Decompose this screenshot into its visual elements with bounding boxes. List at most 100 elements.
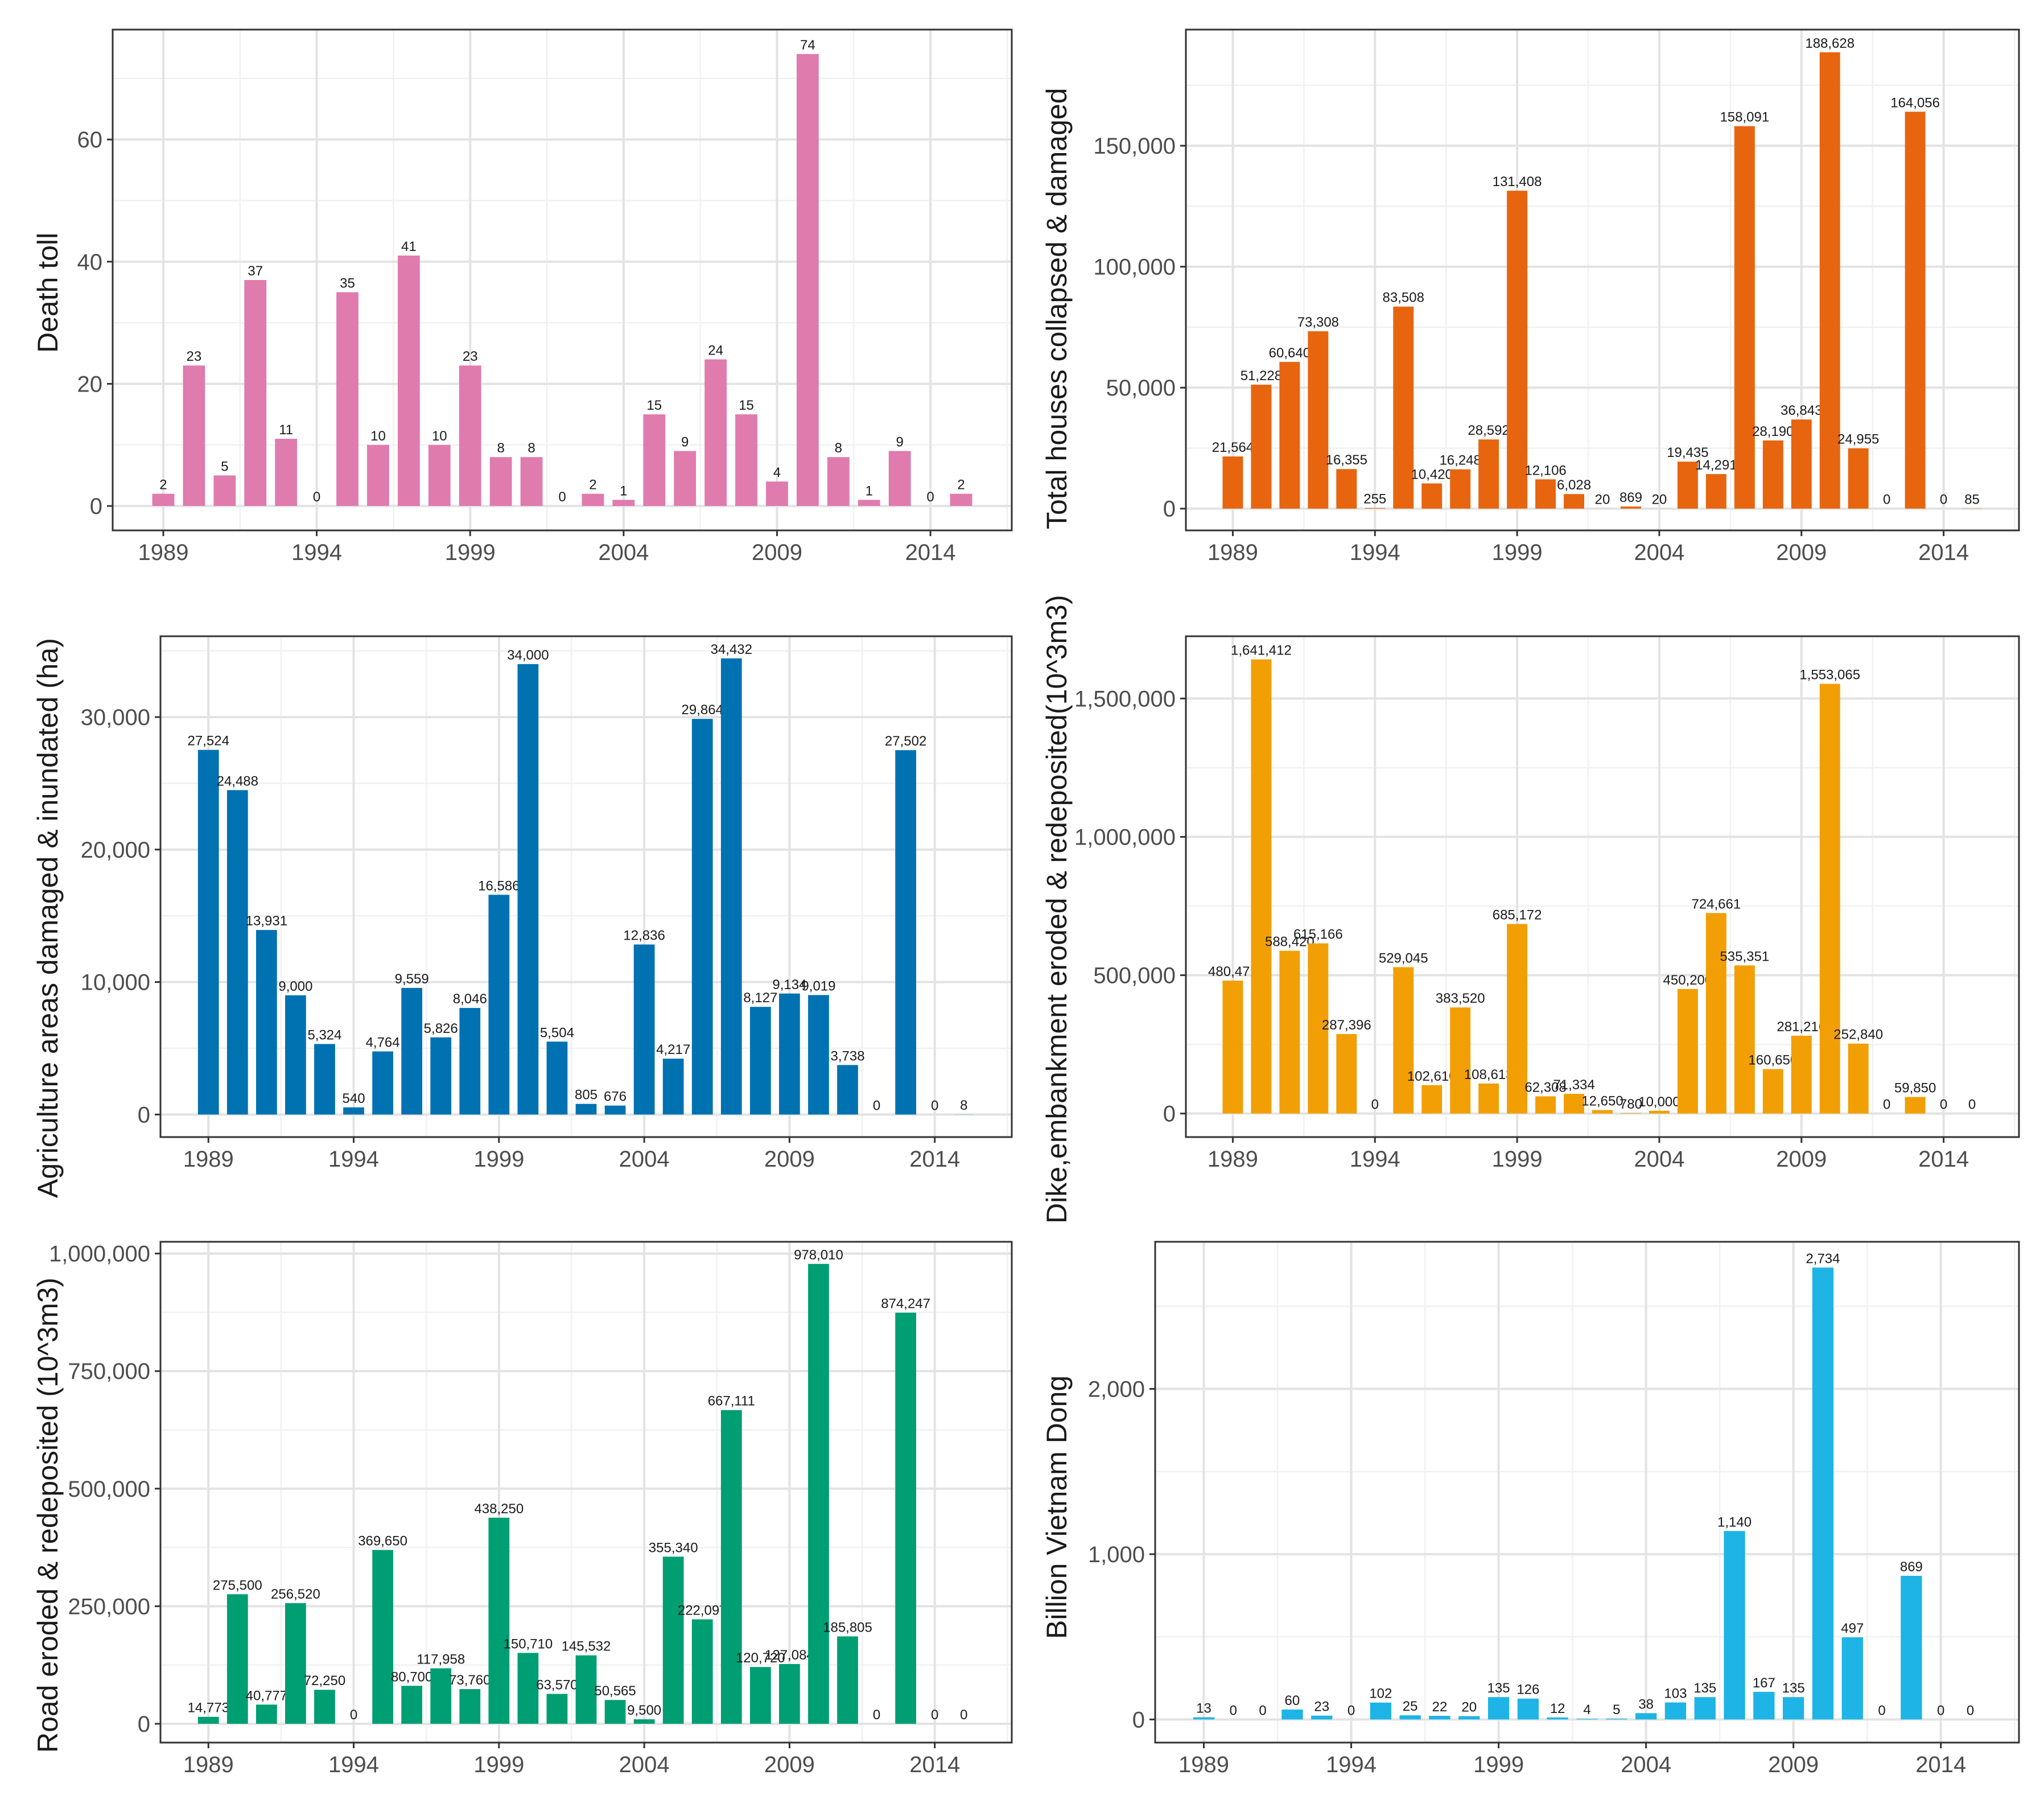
bar-2008 (750, 1007, 771, 1114)
bar-1990 (1251, 660, 1271, 1114)
bar-1999 (459, 365, 481, 506)
x-tick-label: 1989 (1208, 1147, 1258, 1172)
y-tick-label: 30,000 (81, 705, 150, 730)
y-tick-label: 1,000,000 (49, 1242, 150, 1267)
bar-2004 (634, 945, 655, 1115)
value-label-2000: 12,106 (1524, 463, 1566, 478)
bar-1989 (1222, 981, 1243, 1114)
ylabel-dike: Dike,embankment eroded & redeposited(10^… (1040, 595, 1073, 1224)
bar-1997 (1450, 470, 1470, 509)
x-tick-label: 2004 (1634, 1147, 1684, 1172)
value-label-2005: 450,200 (1663, 973, 1713, 988)
value-label-1990: 0 (1230, 1703, 1237, 1718)
value-label-1997: 117,958 (417, 1652, 465, 1667)
bar-2005 (1665, 1702, 1686, 1719)
value-label-2006: 222,097 (678, 1603, 727, 1618)
bar-2005 (643, 414, 665, 506)
value-label-1993: 5,324 (307, 1027, 341, 1043)
value-label-2003: 676 (604, 1089, 627, 1105)
y-tick-label: 0 (1163, 1102, 1176, 1127)
bar-2005 (663, 1059, 684, 1114)
value-label-2007: 1,140 (1717, 1514, 1752, 1530)
x-tick-label: 2014 (905, 540, 956, 565)
value-label-1995: 102 (1369, 1686, 1392, 1702)
bar-1991 (1279, 362, 1300, 509)
value-label-2009: 36,843 (1781, 403, 1822, 418)
bar-2010 (797, 54, 819, 506)
y-tick-label: 1,000,000 (1074, 825, 1176, 850)
value-label-2004: 12,836 (623, 928, 665, 944)
bar-2013 (889, 451, 911, 506)
value-label-2010: 9,019 (801, 978, 835, 994)
bar-1996 (401, 988, 422, 1115)
bar-2007 (721, 1410, 742, 1724)
value-label-2008: 167 (1753, 1675, 1775, 1691)
bar-2000 (518, 664, 539, 1115)
value-label-2011: 252,840 (1833, 1027, 1883, 1043)
bar-2011 (837, 1636, 858, 1724)
x-tick-label: 1999 (473, 1147, 524, 1172)
x-tick-label: 1989 (1208, 540, 1258, 565)
bar-2010 (1812, 1267, 1833, 1719)
value-label-1999: 23 (463, 349, 478, 364)
x-tick-label: 2004 (598, 540, 649, 565)
x-tick-label: 2009 (764, 1147, 815, 1172)
ylabel-houses: Total houses collapsed & damaged (1040, 88, 1073, 529)
value-label-2010: 74 (800, 38, 815, 53)
bar-1992 (1281, 1710, 1303, 1719)
value-label-2014: 0 (1937, 1703, 1944, 1718)
bar-1998 (428, 445, 451, 506)
bar-1989 (153, 494, 175, 506)
bar-1997 (1450, 1007, 1470, 1113)
value-label-1999: 135 (1487, 1681, 1510, 1696)
bar-2008 (1763, 1069, 1783, 1114)
x-tick-label: 2014 (909, 1752, 960, 1777)
value-label-2015: 0 (1967, 1703, 1974, 1718)
bar-2000 (490, 457, 512, 506)
value-label-1989: 14,773 (188, 1700, 229, 1716)
value-label-2003: 2 (589, 477, 596, 493)
value-label-2012: 1 (866, 483, 873, 499)
bar-2002 (576, 1656, 597, 1724)
x-tick-label: 1994 (328, 1752, 379, 1777)
x-tick-label: 2009 (1776, 1147, 1827, 1172)
value-label-1997: 22 (1432, 1699, 1448, 1715)
value-label-1994: 540 (343, 1091, 365, 1106)
value-label-1992: 37 (248, 263, 263, 279)
bar-2010 (1820, 684, 1840, 1114)
value-label-1989: 2 (159, 477, 167, 493)
bar-1998 (1478, 439, 1499, 509)
value-label-2011: 185,805 (823, 1620, 872, 1635)
value-label-1991: 0 (1259, 1703, 1266, 1718)
y-tick-label: 0 (90, 494, 102, 519)
x-tick-label: 2004 (1634, 540, 1684, 565)
bar-2006 (1695, 1697, 1716, 1719)
bar-2013 (895, 750, 916, 1114)
value-label-2013: 869 (1900, 1559, 1923, 1575)
value-label-1996: 9,559 (395, 971, 429, 987)
value-label-1993: 16,355 (1326, 452, 1367, 468)
value-label-2014: 0 (931, 1707, 938, 1723)
y-tick-label: 20 (77, 372, 103, 397)
value-label-2004: 10,000 (1638, 1094, 1680, 1110)
value-label-1992: 256,520 (271, 1587, 320, 1602)
panel-dike: 480,4711,641,412588,420615,166287,396052… (1074, 636, 2019, 1172)
bar-2007 (1734, 965, 1755, 1113)
x-tick-label: 1989 (1178, 1752, 1229, 1777)
value-label-1994: 255 (1363, 492, 1386, 507)
bar-2010 (808, 995, 829, 1114)
value-label-2015: 0 (1968, 1097, 1976, 1113)
y-tick-label: 20,000 (81, 838, 150, 863)
value-label-2001: 6,028 (1557, 477, 1591, 493)
y-tick-label: 0 (1132, 1707, 1145, 1732)
bar-1990 (227, 1594, 248, 1724)
bar-1993 (1311, 1716, 1332, 1720)
value-label-2014: 0 (1940, 492, 1947, 508)
value-label-2002: 0 (558, 489, 566, 505)
bar-1996 (1421, 483, 1442, 508)
x-tick-label: 1989 (183, 1147, 234, 1172)
bar-2000 (1535, 479, 1556, 508)
bar-2004 (634, 1719, 655, 1724)
bar-2009 (1791, 1036, 1812, 1114)
